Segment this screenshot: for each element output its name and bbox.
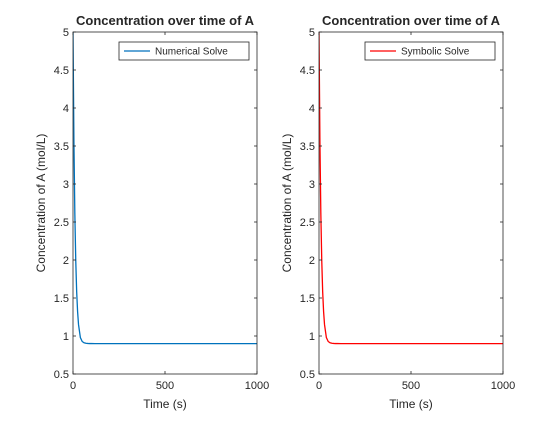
y-tick-label: 0.5 (300, 369, 315, 381)
x-axis-label: Time (s) (389, 397, 433, 411)
legend-box (364, 41, 496, 61)
chart-title: Concentration over time of A (76, 13, 255, 28)
y-tick-label: 2.5 (300, 217, 315, 229)
y-tick-label: 4 (309, 103, 315, 115)
legend: Symbolic Solve (364, 41, 496, 61)
legend-label: Symbolic Solve (401, 47, 470, 58)
y-tick-label: 2 (309, 255, 315, 267)
x-tick-label: 0 (316, 380, 322, 392)
y-tick-label: 1.5 (54, 293, 69, 305)
y-tick-label: 5 (63, 27, 69, 39)
y-tick-label: 3.5 (300, 141, 315, 153)
y-tick-label: 5 (309, 27, 315, 39)
y-tick-label: 1 (309, 331, 315, 343)
legend-label: Numerical Solve (155, 47, 228, 58)
x-tick-label: 0 (70, 380, 76, 392)
y-tick-label: 1 (63, 331, 69, 343)
x-axis-label: Time (s) (143, 397, 187, 411)
x-tick-label: 500 (156, 380, 174, 392)
series-line-1 (73, 32, 257, 345)
x-tick-label: 1000 (491, 380, 515, 392)
y-tick-label: 2 (63, 255, 69, 267)
y-tick-label: 3 (63, 179, 69, 191)
legend: Numerical Solve (118, 41, 250, 61)
y-tick-label: 3.5 (54, 141, 69, 153)
chart-title: Concentration over time of A (322, 13, 501, 28)
y-axis-label: Concentration of A (mol/L) (34, 134, 48, 273)
x-tick-label: 500 (402, 380, 420, 392)
legend-box (118, 41, 250, 61)
plot-area (73, 32, 257, 374)
chart-1: 0 500 1000 0.5 1 1.5 2 2.5 3 3.5 4 4.5 5 Concentratio… (34, 13, 269, 411)
y-tick-label: 4 (63, 103, 69, 115)
y-axis-label: Concentration of A (mol/L) (280, 134, 294, 273)
y-tick-label: 3 (309, 179, 315, 191)
y-tick-label: 4.5 (300, 65, 315, 77)
y-tick-label: 1.5 (300, 293, 315, 305)
y-tick-label: 2.5 (54, 217, 69, 229)
series-line-1 (319, 32, 503, 345)
y-tick-label: 4.5 (54, 65, 69, 77)
plot-area (319, 32, 503, 374)
x-tick-label: 1000 (245, 380, 269, 392)
chart-2: 0 500 1000 0.5 1 1.5 2 2.5 3 3.5 4 4.5 5 Concentratio… (280, 13, 515, 411)
y-tick-label: 0.5 (54, 369, 69, 381)
